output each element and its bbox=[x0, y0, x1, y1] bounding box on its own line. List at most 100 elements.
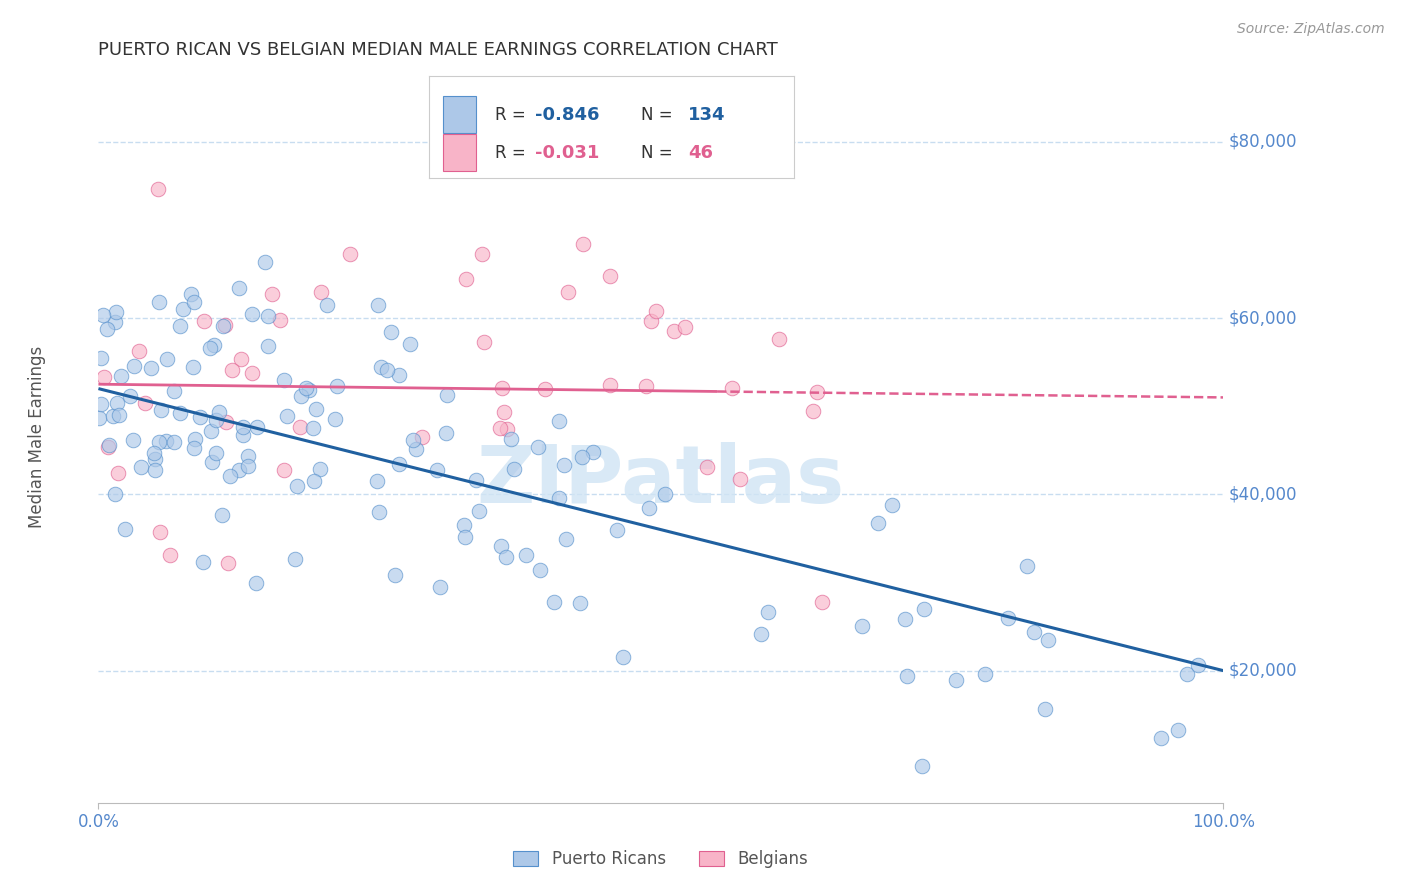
Text: R =: R = bbox=[495, 106, 530, 124]
Point bbox=[146, 182, 169, 196]
Point bbox=[456, 272, 478, 286]
Text: 46: 46 bbox=[689, 144, 713, 161]
Point bbox=[90, 397, 112, 411]
Point bbox=[273, 373, 295, 387]
Point bbox=[104, 315, 127, 329]
Point bbox=[215, 415, 238, 429]
Point bbox=[260, 287, 283, 301]
Point bbox=[1033, 702, 1056, 716]
Point bbox=[191, 555, 214, 569]
Point bbox=[638, 501, 661, 516]
Point bbox=[89, 410, 111, 425]
Point bbox=[105, 305, 128, 319]
Point bbox=[527, 441, 550, 455]
Point bbox=[974, 667, 997, 681]
Point bbox=[1036, 632, 1059, 647]
Point bbox=[339, 247, 361, 261]
Point bbox=[569, 596, 592, 610]
Point bbox=[211, 508, 233, 522]
Point bbox=[101, 409, 124, 424]
Point bbox=[232, 428, 254, 442]
Point bbox=[121, 434, 143, 448]
Point bbox=[108, 408, 131, 422]
Point bbox=[129, 459, 152, 474]
Point bbox=[180, 287, 202, 301]
Point bbox=[896, 669, 918, 683]
Point bbox=[105, 396, 128, 410]
Point bbox=[90, 351, 112, 365]
Point bbox=[107, 466, 129, 480]
Point bbox=[880, 498, 903, 512]
Point bbox=[696, 459, 718, 474]
Point bbox=[188, 409, 211, 424]
Point bbox=[149, 524, 172, 539]
Point bbox=[211, 319, 233, 334]
Point bbox=[284, 551, 307, 566]
Text: ZIPatlas: ZIPatlas bbox=[477, 442, 845, 520]
Point bbox=[1015, 559, 1038, 574]
Point bbox=[142, 446, 165, 460]
Point bbox=[288, 419, 311, 434]
Bar bbox=[443, 96, 477, 133]
Point bbox=[276, 409, 298, 423]
Point bbox=[534, 382, 557, 396]
Point bbox=[868, 516, 890, 530]
Point bbox=[997, 611, 1019, 625]
Point bbox=[1167, 723, 1189, 737]
Point bbox=[399, 336, 422, 351]
Point bbox=[599, 268, 621, 283]
Point bbox=[110, 369, 132, 384]
Point bbox=[1150, 731, 1173, 746]
Point bbox=[316, 298, 339, 312]
Point bbox=[97, 438, 120, 452]
Point bbox=[405, 442, 427, 456]
Point bbox=[200, 424, 222, 438]
Point bbox=[228, 281, 250, 295]
Point bbox=[612, 649, 634, 664]
Point bbox=[491, 381, 513, 395]
Point bbox=[217, 556, 239, 570]
Point bbox=[273, 462, 295, 476]
Point bbox=[581, 444, 603, 458]
Point bbox=[172, 301, 194, 316]
Point bbox=[721, 381, 744, 395]
Point bbox=[183, 433, 205, 447]
Text: 134: 134 bbox=[689, 106, 725, 124]
Point bbox=[298, 383, 321, 397]
Point bbox=[375, 363, 398, 377]
Point bbox=[326, 379, 349, 393]
Point bbox=[1187, 657, 1209, 672]
Point bbox=[426, 463, 449, 477]
Point bbox=[503, 462, 526, 476]
Point bbox=[468, 504, 491, 518]
Point bbox=[453, 518, 475, 533]
Point bbox=[367, 298, 389, 312]
Point bbox=[302, 475, 325, 489]
Point bbox=[201, 455, 224, 469]
Point bbox=[285, 479, 308, 493]
Text: N =: N = bbox=[641, 144, 678, 161]
Point bbox=[221, 363, 243, 377]
Point bbox=[673, 319, 696, 334]
Point bbox=[236, 458, 259, 473]
Point bbox=[269, 313, 291, 327]
Point bbox=[245, 576, 267, 591]
Point bbox=[664, 324, 686, 338]
Point bbox=[163, 384, 186, 399]
Text: R =: R = bbox=[495, 144, 530, 161]
Point bbox=[749, 627, 772, 641]
Point bbox=[945, 673, 967, 687]
Text: N =: N = bbox=[641, 106, 678, 124]
Point bbox=[228, 463, 250, 477]
Point bbox=[290, 389, 312, 403]
Point bbox=[640, 314, 662, 328]
Point bbox=[309, 462, 332, 476]
Point bbox=[515, 548, 537, 562]
Point bbox=[91, 308, 114, 322]
Point bbox=[894, 612, 917, 626]
Point bbox=[305, 401, 328, 416]
Point bbox=[636, 379, 658, 393]
Point bbox=[149, 403, 172, 417]
Point bbox=[183, 442, 205, 456]
Point bbox=[454, 530, 477, 544]
